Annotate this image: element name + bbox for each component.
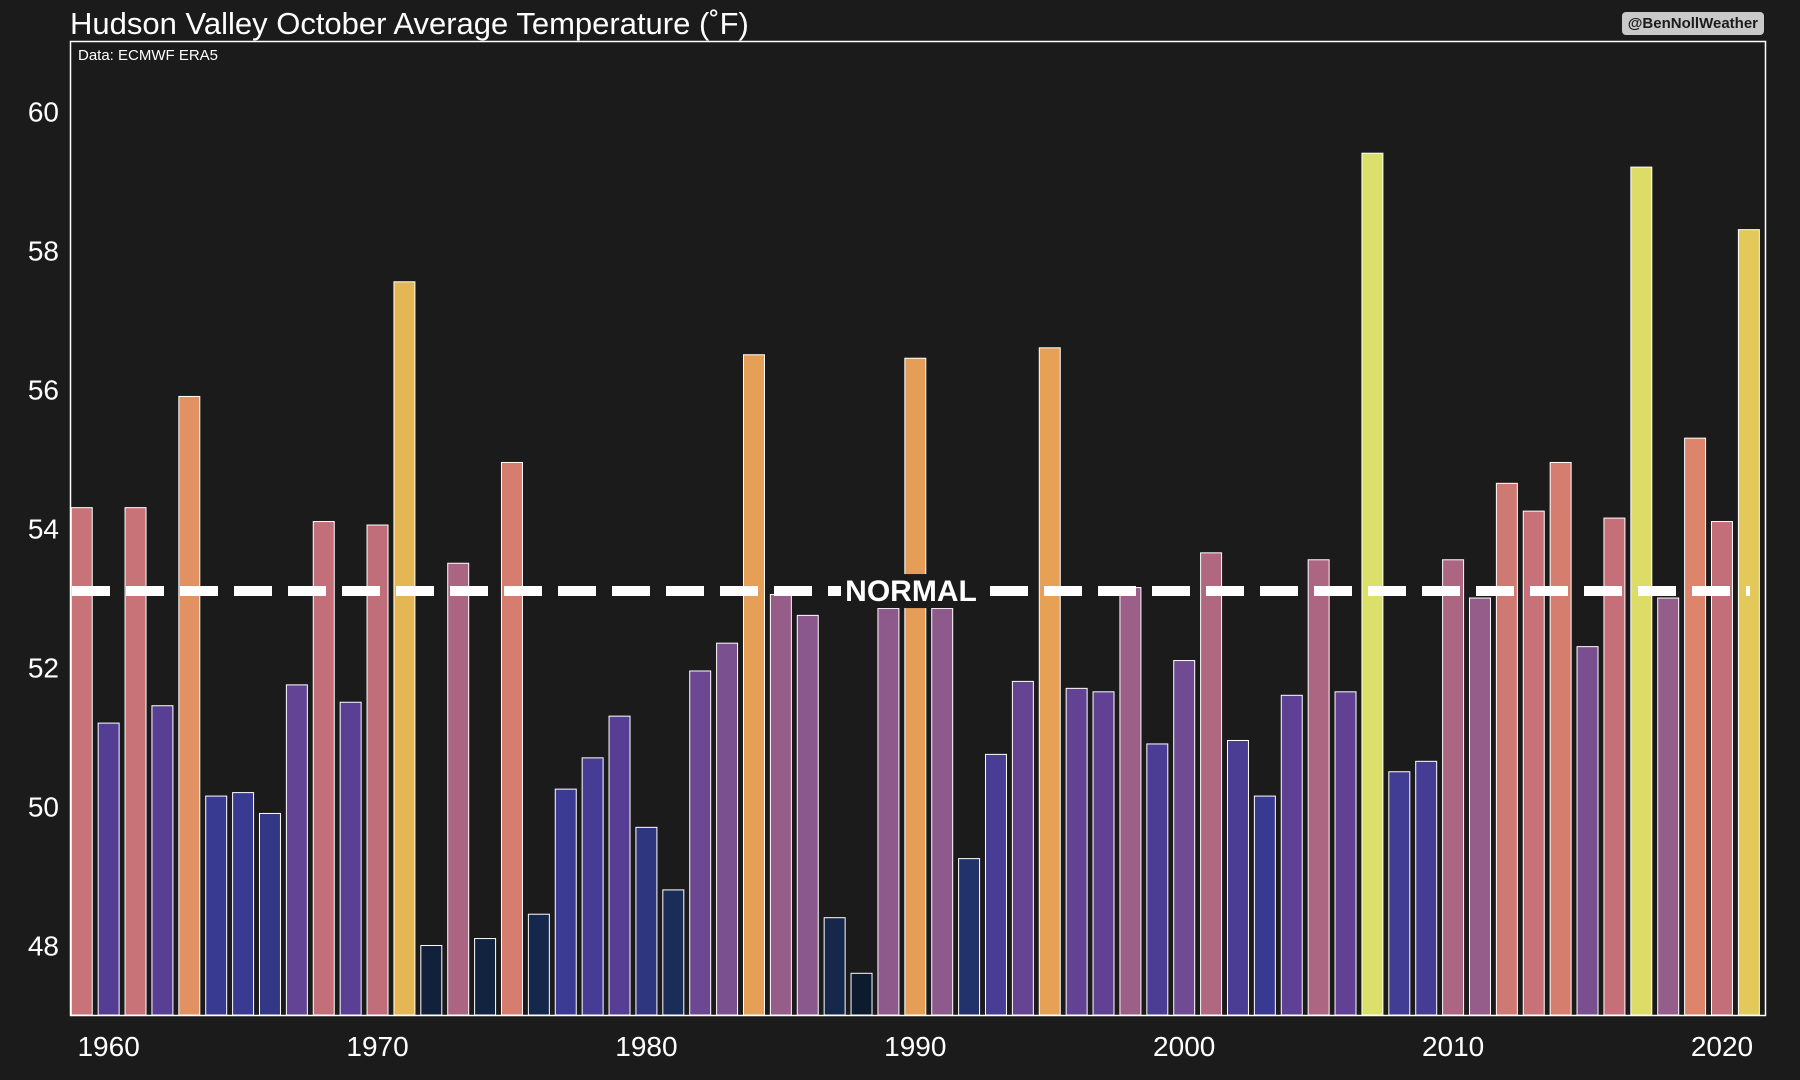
bar-1971 bbox=[393, 281, 416, 1016]
bar-1979 bbox=[608, 715, 631, 1016]
bar-1998 bbox=[1119, 587, 1142, 1016]
bar-1969 bbox=[339, 701, 362, 1016]
normal-label-bg bbox=[841, 574, 981, 609]
x-tick-label: 1970 bbox=[346, 1031, 408, 1062]
bars-layer bbox=[70, 152, 1760, 1016]
bar-1984 bbox=[742, 354, 765, 1016]
bar-2018 bbox=[1657, 597, 1680, 1016]
bar-2014 bbox=[1549, 461, 1572, 1016]
bar-2000 bbox=[1173, 660, 1196, 1016]
bar-1963 bbox=[178, 395, 201, 1016]
bar-2008 bbox=[1388, 771, 1411, 1016]
bar-2012 bbox=[1495, 482, 1518, 1016]
bar-2004 bbox=[1280, 694, 1303, 1016]
bar-1986 bbox=[796, 614, 819, 1016]
x-tick-label: 2020 bbox=[1691, 1031, 1753, 1062]
bar-1978 bbox=[581, 757, 604, 1016]
x-tick-label: 1990 bbox=[884, 1031, 946, 1062]
bar-2020 bbox=[1710, 521, 1733, 1016]
bar-1968 bbox=[312, 521, 335, 1016]
bar-1997 bbox=[1092, 691, 1115, 1016]
bar-1981 bbox=[662, 889, 685, 1016]
bar-1988 bbox=[850, 972, 873, 1016]
bar-2011 bbox=[1468, 597, 1491, 1016]
bar-2003 bbox=[1253, 795, 1276, 1016]
bar-1985 bbox=[769, 594, 792, 1016]
data-source-note: Data: ECMWF ERA5 bbox=[78, 47, 219, 64]
bar-2015 bbox=[1576, 646, 1599, 1016]
bar-1964 bbox=[205, 795, 228, 1016]
bar-1965 bbox=[232, 792, 255, 1016]
bar-1970 bbox=[366, 524, 389, 1016]
bar-1972 bbox=[420, 945, 443, 1016]
bar-2005 bbox=[1307, 559, 1330, 1016]
bar-1982 bbox=[689, 670, 712, 1016]
bar-1995 bbox=[1038, 347, 1061, 1016]
y-axis: 48 50 52 54 56 58 60 bbox=[28, 97, 59, 962]
bar-2010 bbox=[1442, 559, 1465, 1016]
normal-layer: NORMAL bbox=[72, 574, 1750, 609]
bar-2019 bbox=[1684, 437, 1707, 1016]
bar-1967 bbox=[285, 684, 308, 1016]
x-tick-label: 2010 bbox=[1422, 1031, 1484, 1062]
bar-1966 bbox=[258, 812, 281, 1016]
y-tick-label: 54 bbox=[28, 514, 59, 545]
bar-1961 bbox=[124, 507, 147, 1016]
bar-2009 bbox=[1415, 760, 1438, 1016]
bar-2016 bbox=[1603, 517, 1626, 1016]
bar-2021 bbox=[1737, 229, 1760, 1016]
y-tick-label: 48 bbox=[28, 931, 59, 962]
x-axis: 1960 1970 1980 1990 2000 2010 2020 bbox=[77, 1031, 1753, 1062]
bar-1973 bbox=[447, 562, 470, 1016]
bar-1983 bbox=[716, 642, 739, 1016]
x-tick-label: 1980 bbox=[615, 1031, 677, 1062]
bar-1977 bbox=[554, 788, 577, 1016]
bar-1975 bbox=[500, 461, 523, 1016]
bar-1980 bbox=[635, 826, 658, 1016]
bar-2001 bbox=[1200, 552, 1223, 1016]
bar-2006 bbox=[1334, 691, 1357, 1016]
bar-1974 bbox=[474, 938, 497, 1016]
bar-1993 bbox=[984, 753, 1007, 1016]
bar-1959 bbox=[70, 507, 93, 1016]
bar-1992 bbox=[958, 858, 981, 1016]
y-tick-label: 56 bbox=[28, 375, 59, 406]
credit-badge: @BenNollWeather bbox=[1621, 12, 1764, 35]
y-tick-label: 52 bbox=[28, 653, 59, 684]
bar-1994 bbox=[1011, 680, 1034, 1016]
bar-1990 bbox=[904, 357, 927, 1016]
chart-title: Hudson Valley October Average Temperatur… bbox=[70, 6, 749, 41]
bar-2007 bbox=[1361, 152, 1384, 1016]
bar-1999 bbox=[1146, 743, 1169, 1016]
x-tick-label: 2000 bbox=[1153, 1031, 1215, 1062]
bar-2002 bbox=[1226, 739, 1249, 1016]
bar-1962 bbox=[151, 705, 174, 1016]
y-tick-label: 58 bbox=[28, 236, 59, 267]
y-tick-label: 60 bbox=[28, 97, 59, 128]
bar-2013 bbox=[1522, 510, 1545, 1016]
bar-1987 bbox=[823, 917, 846, 1016]
bar-1991 bbox=[931, 607, 954, 1016]
bar-1976 bbox=[527, 913, 550, 1016]
bar-1960 bbox=[97, 722, 120, 1016]
x-tick-label: 1960 bbox=[77, 1031, 139, 1062]
y-tick-label: 50 bbox=[28, 792, 59, 823]
bar-1989 bbox=[877, 607, 900, 1016]
normal-label: NORMAL bbox=[845, 575, 977, 608]
bar-1996 bbox=[1065, 687, 1088, 1016]
